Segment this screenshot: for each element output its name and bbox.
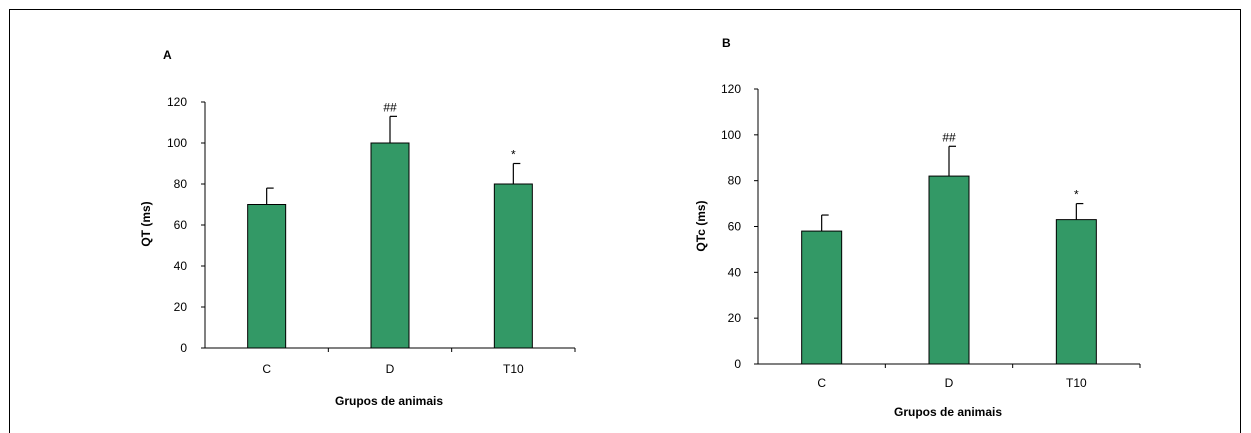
bar-d: [928, 175, 970, 365]
y-tick-label: 120: [167, 95, 187, 109]
panel-b: B QTc (ms) Grupos de animais 0 20 40 60 80 10…: [694, 36, 1141, 419]
significance-annotation: *: [511, 148, 516, 162]
significance-annotation: *: [1074, 188, 1079, 202]
panel-label: B: [722, 36, 731, 50]
y-axis-title: QT (ms): [139, 201, 153, 246]
y-tick-label: 0: [734, 357, 741, 371]
y-tick-label: 80: [174, 177, 188, 191]
y-tick-label: 20: [728, 311, 742, 325]
y-tick-label: 40: [728, 265, 742, 279]
bar-c: [247, 204, 287, 349]
significance-annotation: ##: [942, 130, 956, 144]
y-tick-label: 120: [721, 82, 741, 96]
y-tick-label: 0: [180, 341, 187, 355]
x-tick-label: T10: [1066, 376, 1087, 390]
y-tick-label: 40: [174, 259, 188, 273]
x-axis-title: Grupos de animais: [335, 394, 443, 408]
bar-t10: [493, 183, 533, 349]
bar-d: [370, 142, 410, 349]
x-tick-label: T10: [503, 362, 524, 376]
x-tick-label: C: [817, 376, 826, 390]
x-tick-label: D: [386, 362, 395, 376]
y-axis-title: QTc (ms): [694, 200, 708, 251]
panel-a: A QT (ms) Grupos de animais 0 20 40 60 80 100…: [139, 48, 576, 408]
y-tick-label: 100: [721, 128, 741, 142]
y-tick-label: 100: [167, 136, 187, 150]
y-tick-label: 80: [728, 174, 742, 188]
x-tick-label: D: [945, 376, 954, 390]
y-tick-label: 60: [174, 218, 188, 232]
bar-t10: [1055, 219, 1097, 365]
y-tick-label: 60: [728, 220, 742, 234]
x-axis-title: Grupos de animais: [894, 405, 1002, 419]
significance-annotation: ##: [383, 100, 397, 114]
panel-label: A: [163, 48, 172, 62]
y-tick-label: 20: [174, 300, 188, 314]
figure-frame: [9, 9, 1241, 433]
x-tick-label: C: [262, 362, 271, 376]
bar-c: [801, 230, 843, 365]
